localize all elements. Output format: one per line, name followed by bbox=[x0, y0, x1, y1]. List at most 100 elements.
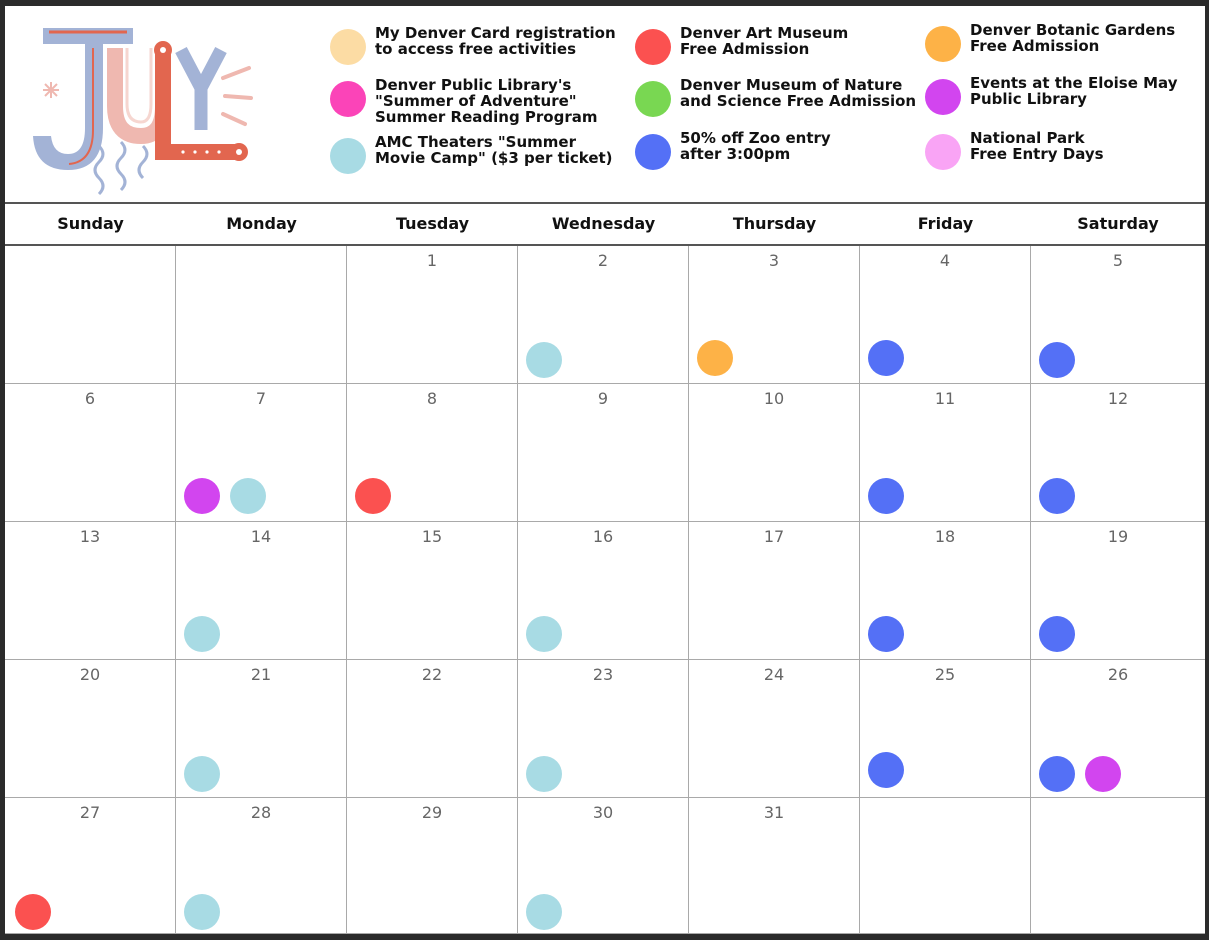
day-number: 3 bbox=[768, 251, 780, 270]
legend-color-dot bbox=[330, 29, 366, 65]
day-number: 28 bbox=[250, 803, 272, 822]
event-dot-zoo[interactable] bbox=[1039, 616, 1075, 652]
day-number: 16 bbox=[592, 527, 614, 546]
day-cell[interactable]: 18 bbox=[860, 522, 1031, 660]
day-cell[interactable] bbox=[176, 246, 347, 384]
day-number: 6 bbox=[84, 389, 96, 408]
day-number: 19 bbox=[1107, 527, 1129, 546]
day-number: 31 bbox=[763, 803, 785, 822]
day-cell[interactable]: 31 bbox=[689, 798, 860, 934]
day-number: 4 bbox=[939, 251, 951, 270]
legend-label: Events at the Eloise May Public Library bbox=[970, 74, 1178, 108]
day-number: 20 bbox=[79, 665, 101, 684]
legend-color-dot bbox=[635, 81, 671, 117]
day-number: 1 bbox=[426, 251, 438, 270]
day-cell[interactable]: 20 bbox=[5, 660, 176, 798]
legend-label: National Park Free Entry Days bbox=[970, 129, 1104, 163]
day-cell[interactable]: 29 bbox=[347, 798, 518, 934]
day-cell[interactable]: 12 bbox=[1031, 384, 1205, 522]
day-cell[interactable]: 8 bbox=[347, 384, 518, 522]
day-cell[interactable] bbox=[1031, 798, 1205, 934]
day-cell[interactable]: 28 bbox=[176, 798, 347, 934]
day-number: 26 bbox=[1107, 665, 1129, 684]
day-number: 25 bbox=[934, 665, 956, 684]
event-dot-eloise[interactable] bbox=[1085, 756, 1121, 792]
day-number: 29 bbox=[421, 803, 443, 822]
day-cell[interactable]: 7 bbox=[176, 384, 347, 522]
event-dot-zoo[interactable] bbox=[1039, 478, 1075, 514]
event-dot-zoo[interactable] bbox=[868, 752, 904, 788]
day-cell[interactable]: 14 bbox=[176, 522, 347, 660]
day-cell[interactable]: 26 bbox=[1031, 660, 1205, 798]
event-dot-art-museum[interactable] bbox=[355, 478, 391, 514]
day-number: 14 bbox=[250, 527, 272, 546]
event-dot-amc[interactable] bbox=[230, 478, 266, 514]
legend-color-dot bbox=[330, 81, 366, 117]
event-dot-amc[interactable] bbox=[526, 756, 562, 792]
day-cell[interactable]: 16 bbox=[518, 522, 689, 660]
day-cell[interactable]: 10 bbox=[689, 384, 860, 522]
day-cell[interactable] bbox=[5, 246, 176, 384]
weekday-thursday: Thursday bbox=[732, 214, 817, 233]
event-dot-eloise[interactable] bbox=[184, 478, 220, 514]
day-cell[interactable]: 13 bbox=[5, 522, 176, 660]
weekday-monday: Monday bbox=[226, 214, 297, 233]
day-cell[interactable]: 30 bbox=[518, 798, 689, 934]
day-cell[interactable]: 17 bbox=[689, 522, 860, 660]
day-number: 30 bbox=[592, 803, 614, 822]
day-number: 22 bbox=[421, 665, 443, 684]
legend-color-dot bbox=[635, 134, 671, 170]
event-dot-botanic[interactable] bbox=[697, 340, 733, 376]
legend-color-dot bbox=[330, 138, 366, 174]
event-dot-zoo[interactable] bbox=[1039, 342, 1075, 378]
event-dot-amc[interactable] bbox=[184, 894, 220, 930]
day-cell[interactable]: 24 bbox=[689, 660, 860, 798]
calendar-header: My Denver Card registration to access fr… bbox=[5, 6, 1205, 204]
day-cell[interactable]: 4 bbox=[860, 246, 1031, 384]
day-number: 18 bbox=[934, 527, 956, 546]
event-dot-amc[interactable] bbox=[526, 342, 562, 378]
july-logo bbox=[33, 28, 253, 196]
event-dot-amc[interactable] bbox=[184, 616, 220, 652]
event-dot-amc[interactable] bbox=[526, 894, 562, 930]
day-cell[interactable]: 22 bbox=[347, 660, 518, 798]
divider bbox=[5, 244, 1205, 246]
day-number: 23 bbox=[592, 665, 614, 684]
day-cell[interactable]: 6 bbox=[5, 384, 176, 522]
event-dot-zoo[interactable] bbox=[868, 616, 904, 652]
day-cell[interactable]: 11 bbox=[860, 384, 1031, 522]
day-cell[interactable]: 25 bbox=[860, 660, 1031, 798]
weekday-friday: Friday bbox=[917, 214, 974, 233]
event-dot-art-museum[interactable] bbox=[15, 894, 51, 930]
weekday-header-row: Sunday Monday Tuesday Wednesday Thursday Frid… bbox=[5, 204, 1205, 244]
legend-color-dot bbox=[925, 79, 961, 115]
legend-color-dot bbox=[925, 26, 961, 62]
event-dot-zoo[interactable] bbox=[1039, 756, 1075, 792]
event-dot-amc[interactable] bbox=[526, 616, 562, 652]
event-dot-zoo[interactable] bbox=[868, 340, 904, 376]
day-cell[interactable]: 21 bbox=[176, 660, 347, 798]
day-cell[interactable]: 15 bbox=[347, 522, 518, 660]
event-dot-amc[interactable] bbox=[184, 756, 220, 792]
legend-color-dot bbox=[925, 134, 961, 170]
day-number: 27 bbox=[79, 803, 101, 822]
day-cell[interactable] bbox=[860, 798, 1031, 934]
day-number: 5 bbox=[1112, 251, 1124, 270]
day-cell[interactable]: 19 bbox=[1031, 522, 1205, 660]
day-cell[interactable]: 5 bbox=[1031, 246, 1205, 384]
day-cell[interactable]: 3 bbox=[689, 246, 860, 384]
month-grid: 1 2 3 4 5 6 7 8 9 10 11 12 13 14 15 16 17 18 19 20 21 22 23 24 2… bbox=[5, 246, 1205, 934]
event-dot-zoo[interactable] bbox=[868, 478, 904, 514]
day-cell[interactable]: 1 bbox=[347, 246, 518, 384]
calendar-sheet: My Denver Card registration to access fr… bbox=[5, 6, 1205, 934]
day-number: 15 bbox=[421, 527, 443, 546]
weekday-saturday: Saturday bbox=[1077, 214, 1159, 233]
day-cell[interactable]: 2 bbox=[518, 246, 689, 384]
day-cell[interactable]: 9 bbox=[518, 384, 689, 522]
legend-label: Denver Public Library's "Summer of Adven… bbox=[375, 76, 598, 126]
day-number: 24 bbox=[763, 665, 785, 684]
day-cell[interactable]: 27 bbox=[5, 798, 176, 934]
day-number: 2 bbox=[597, 251, 609, 270]
day-cell[interactable]: 23 bbox=[518, 660, 689, 798]
day-number: 12 bbox=[1107, 389, 1129, 408]
